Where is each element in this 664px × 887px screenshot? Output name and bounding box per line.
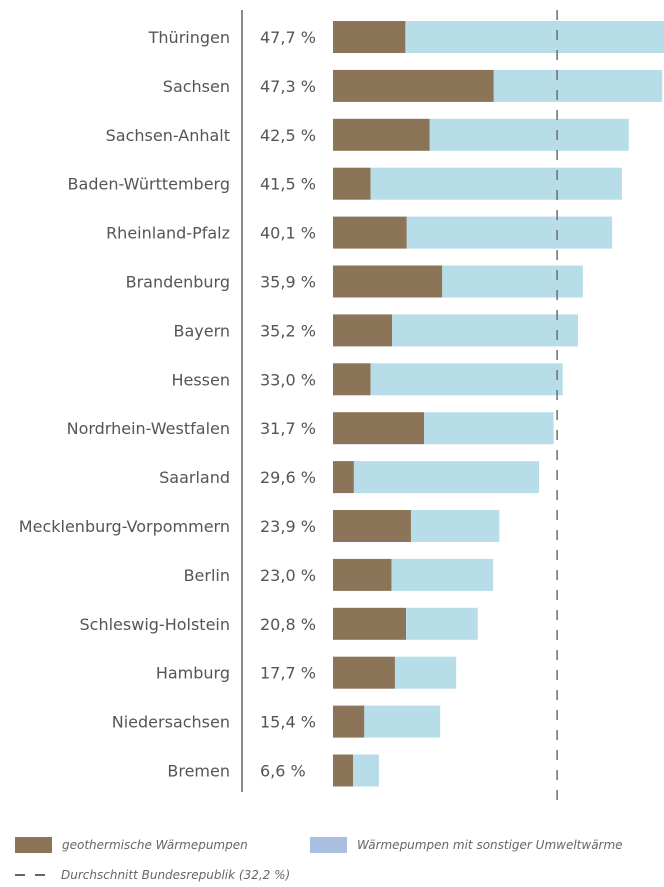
bar-other xyxy=(353,461,540,494)
category-label: Niedersachsen xyxy=(112,713,230,732)
value-label: 41,5 % xyxy=(260,175,316,194)
legend-dash-average xyxy=(15,874,49,876)
category-label: Saarland xyxy=(159,468,230,487)
value-label: 35,2 % xyxy=(260,321,316,340)
category-label: Berlin xyxy=(184,566,230,585)
value-label: 47,7 % xyxy=(260,28,316,47)
bar-geothermal xyxy=(333,607,407,640)
bar-geothermal xyxy=(333,363,371,396)
legend-label-geothermal: geothermische Wärmepumpen xyxy=(62,838,248,852)
value-label: 6,6 % xyxy=(260,762,306,781)
bar-geothermal xyxy=(333,314,393,347)
value-label: 35,9 % xyxy=(260,273,316,292)
category-label: Mecklenburg-Vorpommern xyxy=(19,517,230,536)
category-label: Bayern xyxy=(173,321,230,340)
value-label: 47,3 % xyxy=(260,77,316,96)
bar-other xyxy=(370,363,563,396)
bar-geothermal xyxy=(333,265,443,298)
legend-label-other: Wärmepumpen mit sonstiger Umweltwärme xyxy=(357,838,623,852)
legend-swatch-geothermal xyxy=(15,837,52,853)
bar-geothermal xyxy=(333,21,406,53)
bar-geothermal xyxy=(333,118,430,151)
category-label: Baden-Württemberg xyxy=(68,175,230,194)
bar-geothermal xyxy=(333,510,411,542)
bar-other xyxy=(424,412,554,445)
bar-other xyxy=(394,656,457,689)
bar-other xyxy=(353,754,379,787)
value-label: 29,6 % xyxy=(260,468,316,487)
category-label: Hessen xyxy=(171,370,230,389)
bar-other xyxy=(364,705,441,738)
bar-other xyxy=(442,265,583,298)
category-label: Bremen xyxy=(167,762,230,781)
category-label: Thüringen xyxy=(148,28,230,47)
category-label: Hamburg xyxy=(156,664,230,683)
category-label: Nordrhein-Westfalen xyxy=(67,419,230,438)
legend: geothermische Wärmepumpen Wärmepumpen mi… xyxy=(0,800,664,887)
bar-other xyxy=(392,314,578,347)
bar-geothermal xyxy=(333,705,365,738)
legend-swatch-other xyxy=(310,837,347,853)
legend-item-other: Wärmepumpen mit sonstiger Umweltwärme xyxy=(310,837,623,853)
value-label: 17,7 % xyxy=(260,664,316,683)
category-label: Sachsen-Anhalt xyxy=(106,126,230,145)
value-label: 23,0 % xyxy=(260,566,316,585)
category-label: Schleswig-Holstein xyxy=(80,615,230,634)
bar-other xyxy=(370,167,622,200)
category-label: Rheinland-Pfalz xyxy=(106,224,230,243)
bar-other xyxy=(410,510,500,542)
bar-other xyxy=(429,118,629,151)
bar-other xyxy=(493,69,663,102)
bar-geothermal xyxy=(333,754,354,787)
value-label: 42,5 % xyxy=(260,126,316,145)
bar-geothermal xyxy=(333,69,494,102)
value-label: 15,4 % xyxy=(260,713,316,732)
category-label: Sachsen xyxy=(163,77,230,96)
bar-other xyxy=(406,607,478,640)
bar-geothermal xyxy=(333,216,407,249)
bar-geothermal xyxy=(333,412,425,445)
bar-geothermal xyxy=(333,558,392,591)
bar-geothermal xyxy=(333,167,371,200)
chart: Thüringen 47,7 % Sachsen 47,3 % Sachsen-Anha… xyxy=(19,10,664,800)
bar-geothermal xyxy=(333,461,354,494)
bar-geothermal xyxy=(333,656,395,689)
bar-other xyxy=(405,21,664,53)
legend-label-average: Durchschnitt Bundesrepublik (32,2 %) xyxy=(61,868,291,882)
category-label: Brandenburg xyxy=(126,273,230,292)
value-label: 31,7 % xyxy=(260,419,316,438)
value-label: 33,0 % xyxy=(260,370,316,389)
bar-other xyxy=(406,216,613,249)
value-label: 23,9 % xyxy=(260,517,316,536)
legend-item-average: Durchschnitt Bundesrepublik (32,2 %) xyxy=(15,868,290,882)
value-label: 20,8 % xyxy=(260,615,316,634)
value-label: 40,1 % xyxy=(260,224,316,243)
bar-other xyxy=(391,558,494,591)
legend-item-geothermal: geothermische Wärmepumpen xyxy=(15,837,248,853)
